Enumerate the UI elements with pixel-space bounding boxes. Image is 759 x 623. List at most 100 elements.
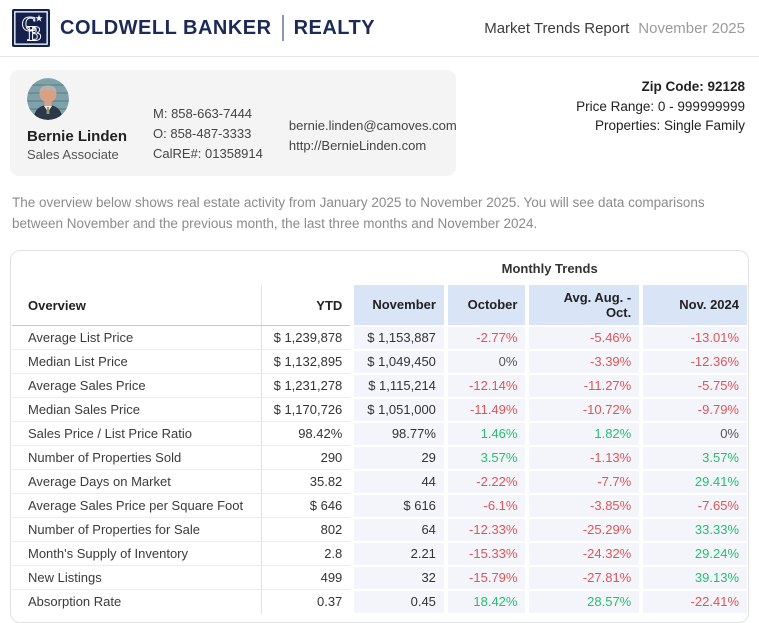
filter-property-type: Properties: Single Family — [594, 118, 745, 134]
row-label: Average Days on Market — [12, 469, 262, 495]
row-label: New Listings — [12, 565, 262, 591]
cb-monogram-icon: C B ★ — [12, 9, 50, 47]
agent-section: Bernie Linden Sales Associate M: 858-663… — [0, 57, 759, 176]
avg-aug-oct-change: -24.32% — [525, 541, 642, 567]
coldwell-banker-logo: C B ★ COLDWELL BANKER REALTY — [12, 9, 375, 47]
agent-title: Sales Associate — [27, 147, 119, 163]
november-value: 0.45 — [350, 589, 446, 615]
october-change: 3.57% — [443, 445, 528, 471]
table-row: Average Days on Market 35.82 44 -2.22% -7.7%… — [12, 469, 747, 495]
ytd-value: $ 646 — [261, 493, 353, 519]
agent-card: Bernie Linden Sales Associate M: 858-663… — [10, 70, 457, 176]
report-filters: Zip Code: 92128 Price Range: 0 - 9999999… — [576, 70, 745, 136]
brand-name: COLDWELL BANKER — [60, 16, 272, 39]
row-label: Average Sales Price — [12, 373, 262, 399]
nov-2024-change: -7.65% — [639, 493, 747, 519]
nov-2024-change: -9.79% — [639, 397, 747, 423]
row-label: Average List Price — [12, 325, 262, 351]
nov-2024-change: 29.24% — [639, 541, 747, 567]
nov-2024-change: 0% — [639, 421, 747, 447]
october-change: -6.1% — [443, 493, 528, 519]
report-period: November 2025 — [638, 19, 745, 37]
october-change: -12.14% — [443, 373, 528, 399]
row-label: Average Sales Price per Square Foot — [12, 493, 262, 519]
table-row: New Listings 499 32 -15.79% -27.81% 39.13% — [12, 565, 747, 591]
column-header-row: Overview YTD November October Avg. Aug. … — [12, 284, 747, 327]
nov-2024-change: 33.33% — [639, 517, 747, 543]
agent-links-block: bernie.linden@camoves.com http://BernieL… — [289, 116, 457, 156]
ytd-value: $ 1,239,878 — [261, 325, 353, 351]
trends-table: Monthly Trends Overview YTD November Oct… — [12, 261, 747, 615]
table-row: Average List Price $ 1,239,878 $ 1,153,887… — [12, 325, 747, 351]
brand-divider — [281, 15, 284, 41]
svg-text:B: B — [27, 21, 41, 45]
november-value: 44 — [350, 469, 446, 495]
avg-aug-oct-change: -25.29% — [525, 517, 642, 543]
row-label: Month's Supply of Inventory — [12, 541, 262, 567]
avg-aug-oct-change: -7.7% — [525, 469, 642, 495]
row-label: Number of Properties for Sale — [12, 517, 262, 543]
agent-mobile-phone: M: 858-663-7444 — [153, 105, 253, 121]
column-header-overview: Overview — [12, 284, 262, 327]
agent-license: CalRE#: 01358914 — [153, 145, 263, 161]
agent-contact-block: M: 858-663-7444 O: 858-487-3333 CalRE#: … — [153, 104, 263, 164]
ytd-value: 2.8 — [261, 541, 353, 567]
agent-email-link[interactable]: bernie.linden@camoves.com — [288, 117, 457, 133]
november-value: 2.21 — [350, 541, 446, 567]
nov-2024-change: 3.57% — [639, 445, 747, 471]
nov-2024-change: -5.75% — [639, 373, 747, 399]
table-row: Average Sales Price per Square Foot $ 646… — [12, 493, 747, 519]
agent-office-phone: O: 858-487-3333 — [153, 125, 252, 141]
ytd-value: 290 — [261, 445, 353, 471]
agent-name: Bernie Linden — [27, 127, 128, 145]
table-row: Absorption Rate 0.37 0.45 18.42% 28.57% -22.4… — [12, 589, 747, 615]
november-value: 98.77% — [350, 421, 446, 447]
avg-aug-oct-change: 28.57% — [525, 589, 642, 615]
ytd-value: $ 1,231,278 — [261, 373, 353, 399]
agent-avatar — [27, 77, 69, 120]
october-change: 18.42% — [443, 589, 528, 615]
app-header: C B ★ COLDWELL BANKER REALTY Market Tren… — [0, 0, 759, 57]
column-header-november: November — [350, 284, 446, 327]
avg-aug-oct-change: -27.81% — [525, 565, 642, 591]
ytd-value: $ 1,132,895 — [261, 349, 353, 375]
avg-aug-oct-change: -11.27% — [525, 373, 642, 399]
filter-zip-code: Zip Code: 92128 — [641, 79, 745, 94]
october-change: -2.77% — [443, 325, 528, 351]
row-label: Number of Properties Sold — [12, 445, 262, 471]
october-change: -15.33% — [443, 541, 528, 567]
trends-table-card: Monthly Trends Overview YTD November Oct… — [10, 249, 749, 623]
ytd-value: 35.82 — [261, 469, 353, 495]
nov-2024-change: 39.13% — [639, 565, 747, 591]
svg-text:★: ★ — [35, 13, 44, 24]
row-label: Absorption Rate — [28, 594, 122, 610]
november-value: 32 — [350, 565, 446, 591]
ytd-value: $ 1,170,726 — [261, 397, 353, 423]
row-label: Median Sales Price — [12, 397, 262, 423]
svg-text:C: C — [22, 12, 37, 36]
october-change: -2.22% — [443, 469, 528, 495]
table-row: Average Sales Price $ 1,231,278 $ 1,115,21… — [12, 373, 747, 399]
table-row: Number of Properties Sold 290 29 3.57% -1.13… — [12, 445, 747, 471]
avg-aug-oct-change: -3.85% — [525, 493, 642, 519]
november-value: $ 616 — [350, 493, 446, 519]
nov-2024-change: -12.36% — [639, 349, 747, 375]
avg-aug-oct-change: -1.13% — [525, 445, 642, 471]
avg-aug-oct-change: -3.39% — [525, 349, 642, 375]
monthly-trends-group-row: Monthly Trends — [12, 261, 747, 285]
column-header-avg-aug-oct: Avg. Aug. - Oct. — [525, 284, 642, 327]
report-title: Market Trends Report — [484, 19, 630, 37]
november-value: $ 1,153,887 — [350, 325, 446, 351]
monthly-trends-header: Monthly Trends — [501, 260, 598, 276]
october-change: -11.49% — [443, 397, 528, 423]
brand-division: REALTY — [293, 16, 376, 39]
october-change: -15.79% — [443, 565, 528, 591]
november-value: $ 1,115,214 — [350, 373, 446, 399]
agent-website-link[interactable]: http://BernieLinden.com — [288, 137, 427, 153]
table-body: Average List Price $ 1,239,878 $ 1,153,887… — [12, 325, 747, 615]
nov-2024-change: -13.01% — [639, 325, 747, 351]
filter-price-range: Price Range: 0 - 999999999 — [576, 98, 745, 114]
avg-aug-oct-change: -5.46% — [525, 325, 642, 351]
table-row: Sales Price / List Price Ratio 98.42% 98.7… — [12, 421, 747, 447]
